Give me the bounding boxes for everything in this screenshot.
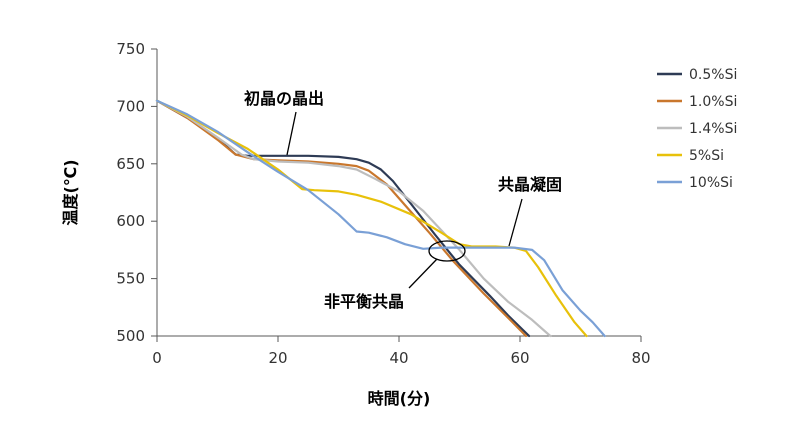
annotation-ellipse-nonequilibrium xyxy=(428,240,466,262)
legend-label-0: 0.5%Si xyxy=(689,67,737,83)
y-axis-title: 温度(℃) xyxy=(61,159,80,226)
annotation-leader-primary xyxy=(286,111,297,156)
legend-label-1: 1.0%Si xyxy=(689,94,737,110)
x-tick-label: 60 xyxy=(510,349,529,367)
y-tick-label: 550 xyxy=(116,270,145,288)
legend-label-2: 1.4%Si xyxy=(689,121,737,137)
y-tick-label: 750 xyxy=(116,40,145,58)
annotation-layer: 初晶の晶出 共晶凝固 非平衡共晶 xyxy=(244,89,562,311)
annotation-primary-crystal: 初晶の晶出 xyxy=(244,89,324,108)
x-tick-label: 40 xyxy=(389,349,408,367)
x-tick-label: 20 xyxy=(268,349,287,367)
legend-label-3: 5%Si xyxy=(689,148,724,164)
annotation-leader-eutectic xyxy=(508,198,523,247)
annotation-nonequilibrium-eutectic: 非平衡共晶 xyxy=(324,292,404,311)
y-tick-label: 500 xyxy=(116,327,145,345)
series-layer xyxy=(155,99,606,338)
annotation-eutectic-solidification: 共晶凝固 xyxy=(498,175,562,194)
series-line-2 xyxy=(155,99,552,338)
legend-label-4: 10%Si xyxy=(689,175,733,191)
legend: 0.5%Si 1.0%Si 1.4%Si 5%Si 10%Si xyxy=(657,67,737,191)
series-line-3 xyxy=(155,99,588,338)
x-axis-title: 時間(分) xyxy=(368,389,431,408)
series-line-4 xyxy=(155,99,606,338)
x-tick-label: 0 xyxy=(152,349,162,367)
series-line-1 xyxy=(155,99,528,338)
y-tick-label: 650 xyxy=(116,155,145,173)
annotation-leader-nonequilibrium xyxy=(408,258,438,289)
x-tick-label: 80 xyxy=(631,349,650,367)
y-tick-label: 700 xyxy=(116,97,145,115)
axes: 500 550 600 650 700 750 0 20 40 60 80 時間(分) 温度(℃) xyxy=(61,40,651,408)
y-tick-label: 600 xyxy=(116,212,145,230)
